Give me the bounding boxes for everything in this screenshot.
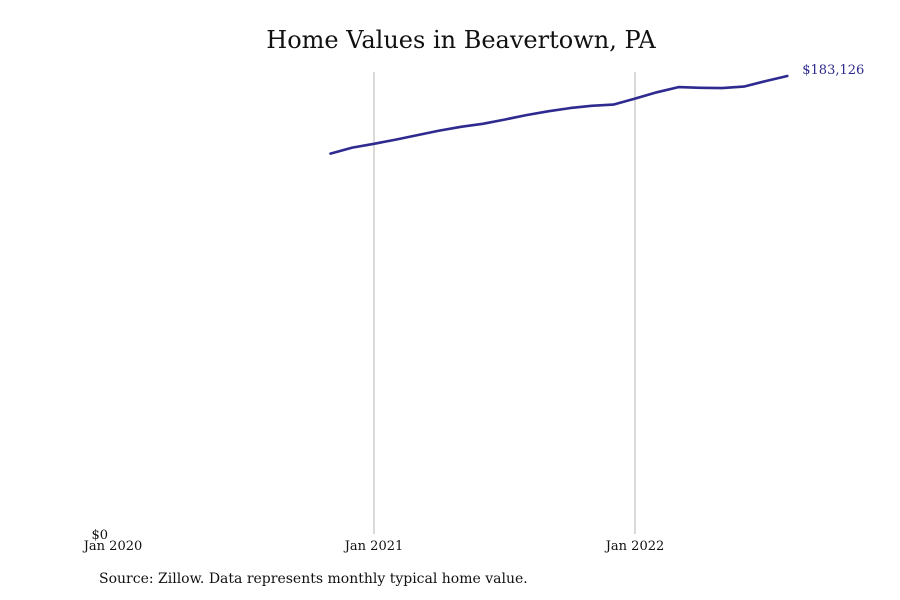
x-tick-label: Jan 2022 <box>604 539 665 554</box>
y-tick-label: $0 <box>91 528 108 543</box>
x-tick-label: Jan 2020 <box>82 539 143 554</box>
chart-title: Home Values in Beavertown, PA <box>266 26 656 54</box>
end-value-label: $183,126 <box>802 63 864 78</box>
series-line <box>329 74 789 155</box>
source-note: Source: Zillow. Data represents monthly … <box>99 571 528 587</box>
x-tick-label: Jan 2021 <box>343 539 404 554</box>
